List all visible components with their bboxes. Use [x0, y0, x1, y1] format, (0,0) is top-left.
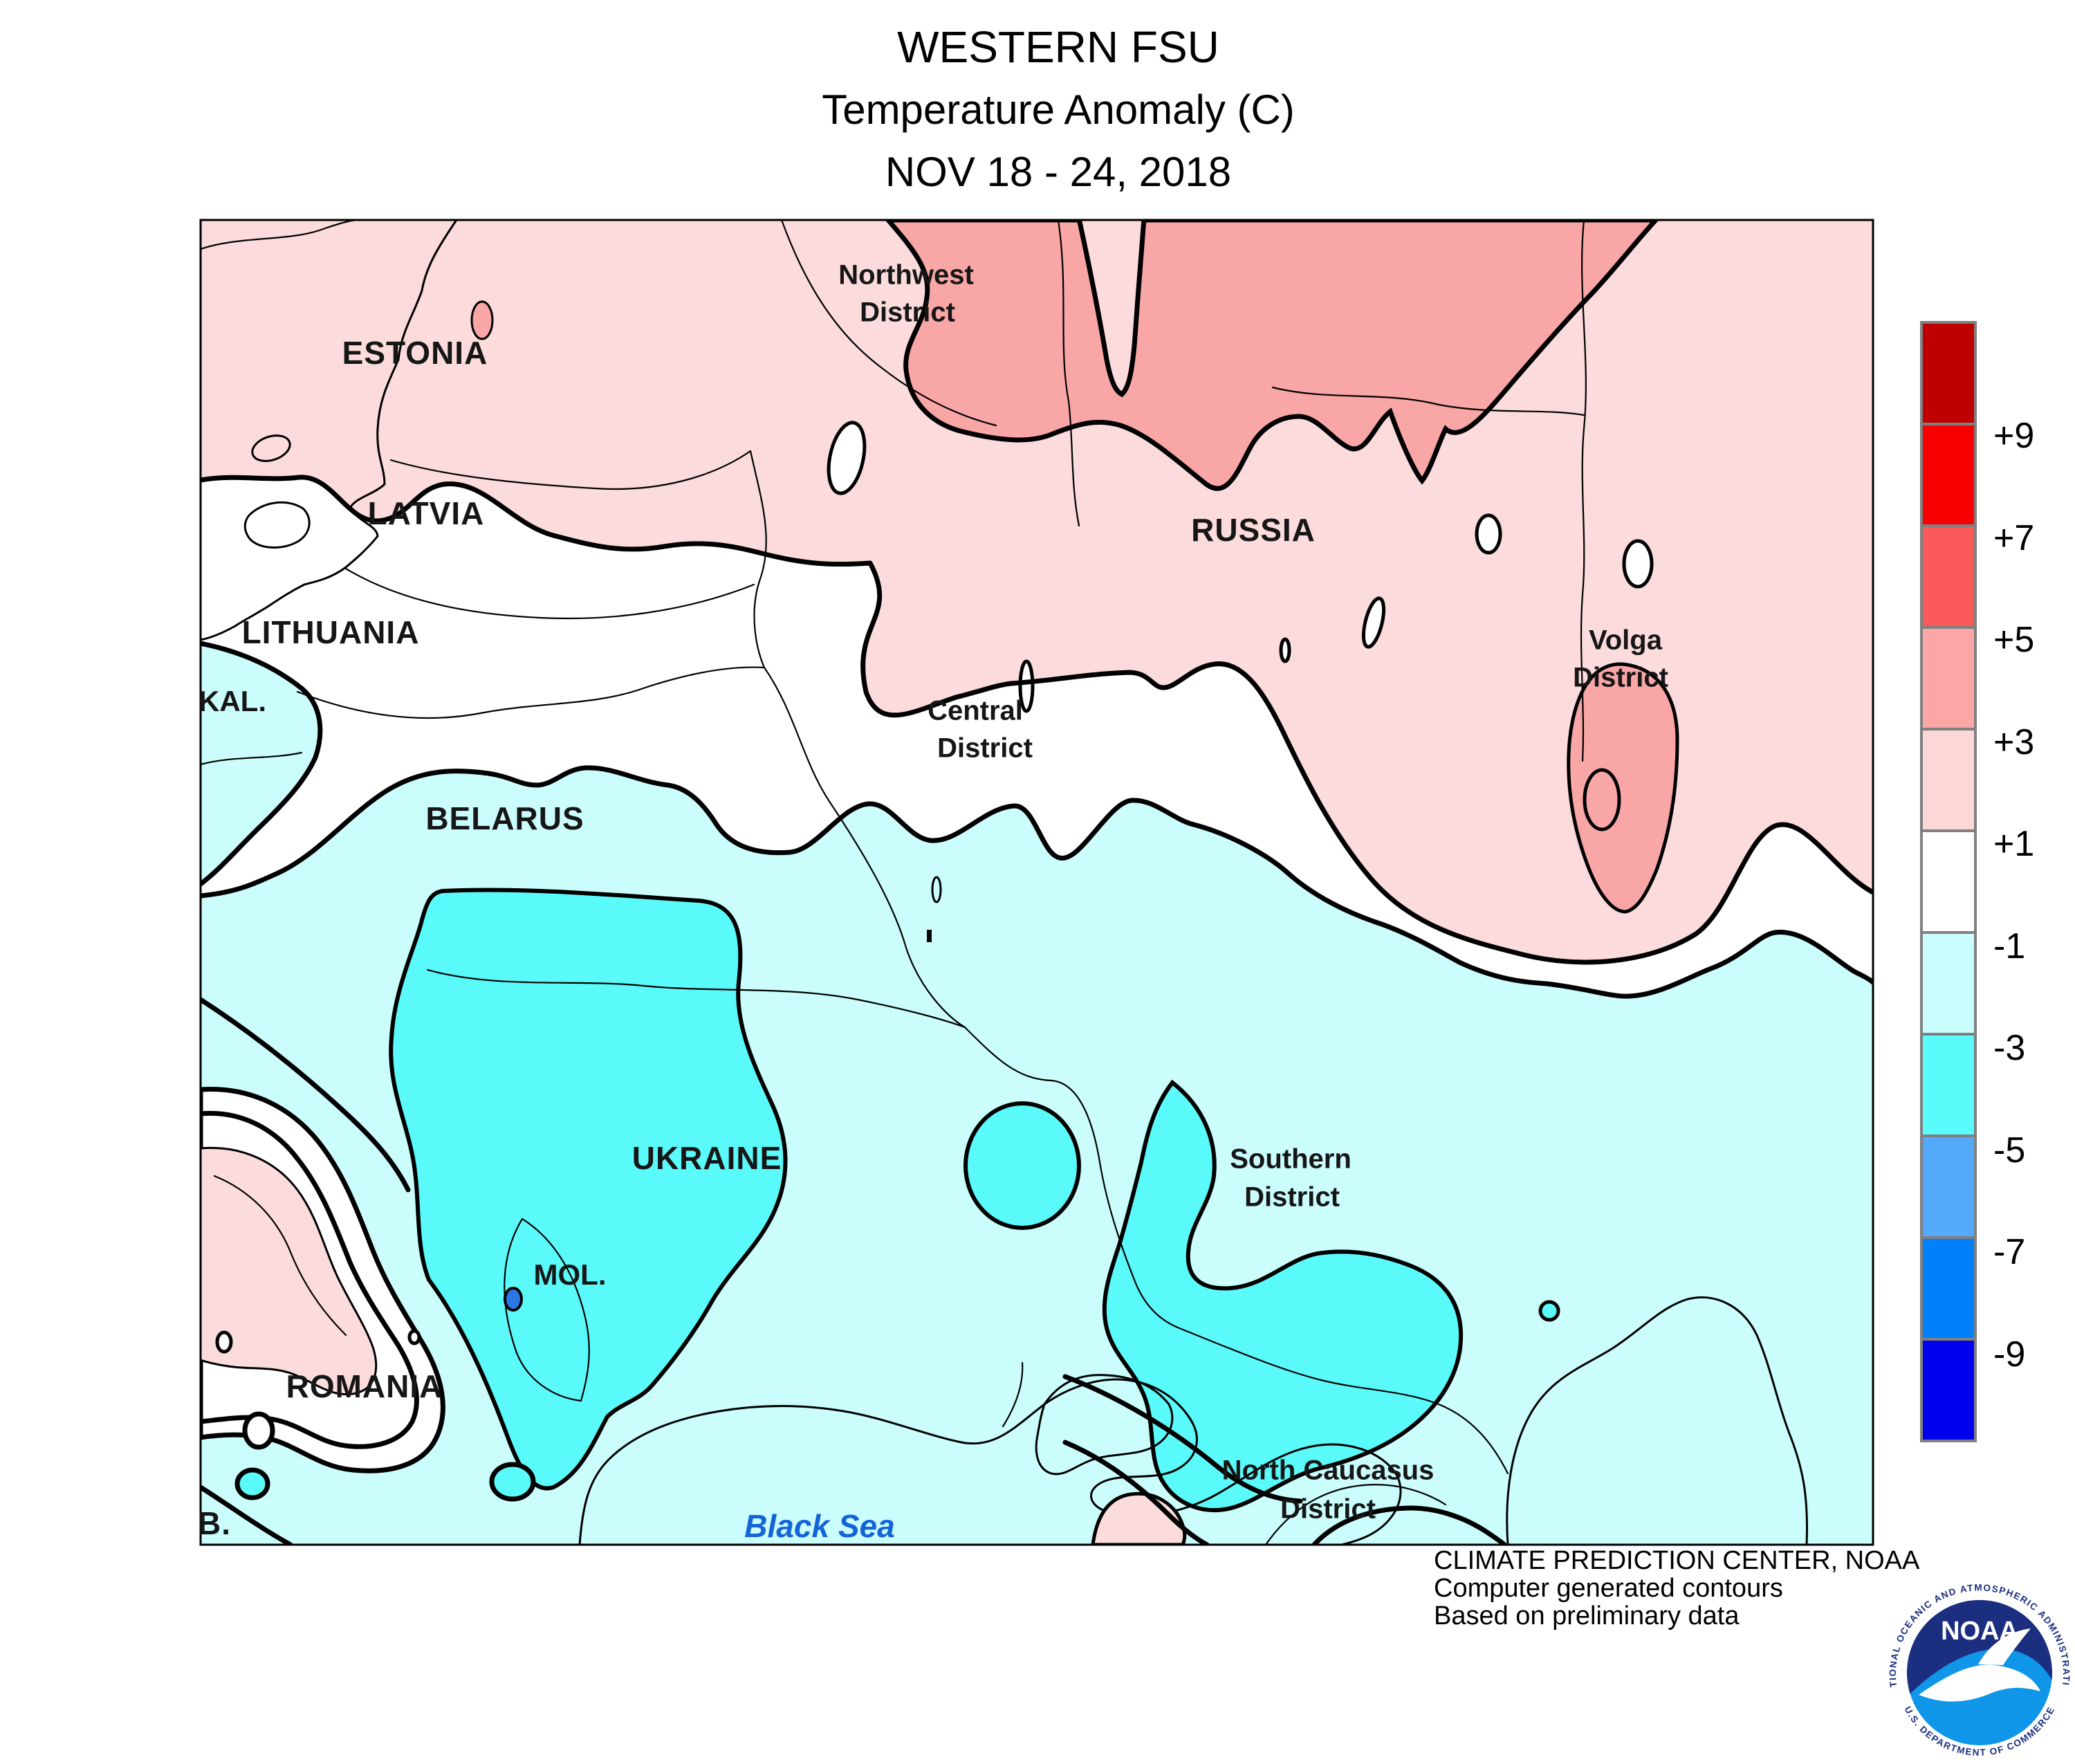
- label-volga-district-2: District: [1573, 662, 1668, 693]
- region-kaliningrad-cold: [201, 643, 320, 884]
- legend-box-5: [1923, 832, 1974, 931]
- region-southern-cold: [1102, 1079, 1464, 1512]
- title-block: WESTERN FSU Temperature Anomaly (C) NOV …: [367, 15, 1750, 203]
- region-moldova-cold-dot: [504, 1287, 523, 1312]
- label-ukraine: UKRAINE: [631, 1140, 782, 1176]
- attribution-line-1: CLIMATE PREDICTION CENTER, NOAA: [1434, 1546, 1920, 1575]
- label-north-caucasus-district-2: District: [1280, 1494, 1376, 1525]
- legend-value-+7: +7: [1993, 517, 2035, 558]
- legend-box-6: [1923, 934, 1974, 1033]
- label-romania: ROMANIA: [286, 1368, 443, 1404]
- label-latvia: LATVIA: [367, 495, 485, 531]
- logo-sky: [1907, 1600, 2052, 1697]
- region-central-cold-oval: [963, 1101, 1081, 1230]
- region-ukraine-cold: [389, 888, 788, 1491]
- legend-box-9: [1923, 1239, 1974, 1338]
- label-black-sea: Black Sea: [744, 1508, 895, 1544]
- label-estonia: ESTONIA: [342, 335, 488, 371]
- region-estonia-warm-spot: [470, 300, 494, 340]
- legend-box-8: [1923, 1137, 1974, 1236]
- region-northwest-warm-blob: [885, 220, 1659, 491]
- noaa-logo: NOAA NATIONAL OCEANIC AND ATMOSPHERIC AD…: [1879, 1572, 2075, 1764]
- island-hiiumaa: [251, 434, 291, 462]
- label-north-caucasus-district-1: North Caucasus: [1221, 1455, 1435, 1486]
- region-volga-hot-core: [1583, 768, 1621, 832]
- island-saaremaa: [243, 501, 311, 549]
- crimea: [1035, 1374, 1174, 1476]
- label-central-district-1: Central: [928, 695, 1023, 726]
- attribution-line-3: Based on preliminary data: [1434, 1601, 1740, 1630]
- map-frame: [199, 219, 1874, 1546]
- contour-plus1: [201, 475, 1873, 965]
- attribution-line-2: Computer generated contours: [1434, 1574, 1783, 1603]
- color-scale-legend: [1920, 321, 1977, 1442]
- seagull-wing-icon: [1978, 1628, 2031, 1665]
- label-southern-district-1: Southern: [1230, 1143, 1352, 1175]
- label-volga-district-1: Volga: [1589, 625, 1662, 656]
- caspian-sea: [1506, 1296, 1808, 1545]
- legend-value-+5: +5: [1993, 620, 2035, 660]
- legend-value--3: -3: [1993, 1028, 2026, 1068]
- legend-value-+3: +3: [1993, 722, 2035, 762]
- legend-box-2: [1923, 527, 1974, 626]
- label-russia: RUSSIA: [1191, 512, 1316, 548]
- country-borders: [201, 220, 1587, 1545]
- title-line-3: NOV 18 - 24, 2018: [885, 149, 1232, 195]
- label-northwest-district-1: Northwest: [838, 259, 974, 291]
- region-pale-wedge: [1076, 220, 1147, 398]
- legend-box-1: [1923, 425, 1974, 524]
- legend-box-4: [1923, 731, 1974, 829]
- legend-value--9: -9: [1993, 1334, 2026, 1375]
- region-volga-warm: [1567, 662, 1679, 914]
- title-line-1: WESTERN FSU: [897, 22, 1219, 72]
- legend-box-7: [1923, 1036, 1974, 1134]
- attribution-block: CLIMATE PREDICTION CENTER, NOAA Computer…: [1434, 1547, 1919, 1630]
- legend-box-3: [1923, 629, 1974, 728]
- contour-minus1: [201, 765, 1873, 999]
- romania-complex: [201, 997, 445, 1545]
- label-lithuania: LITHUANIA: [241, 614, 420, 650]
- legend-value--1: -1: [1993, 926, 2026, 966]
- legend-value-+9: +9: [1993, 416, 2035, 456]
- title-line-2: Temperature Anomaly (C): [822, 86, 1295, 133]
- legend-box-0: [1923, 324, 1974, 423]
- legend-value--7: -7: [1993, 1232, 2026, 1272]
- label-southern-district-2: District: [1244, 1182, 1340, 1213]
- label-kaliningrad: KAL.: [199, 685, 266, 717]
- legend-value-+1: +1: [1993, 824, 2035, 864]
- logo-acronym: NOAA: [1941, 1617, 2018, 1646]
- label-serbia-cut: B.: [198, 1505, 231, 1541]
- cold-patches: [234, 888, 1560, 1512]
- label-belarus: BELARUS: [425, 800, 584, 836]
- label-northwest-district-2: District: [860, 297, 955, 328]
- legend-box-10: [1923, 1341, 1974, 1440]
- neutral-holes: [827, 421, 1654, 942]
- seagull-icon: [1919, 1664, 2040, 1702]
- label-moldova: MOL.: [533, 1258, 607, 1291]
- legend-value--5: -5: [1993, 1130, 2026, 1170]
- black-sea: [578, 1378, 1402, 1545]
- label-central-district-2: District: [937, 733, 1033, 764]
- north-caucasus-contours: [1062, 1374, 1507, 1545]
